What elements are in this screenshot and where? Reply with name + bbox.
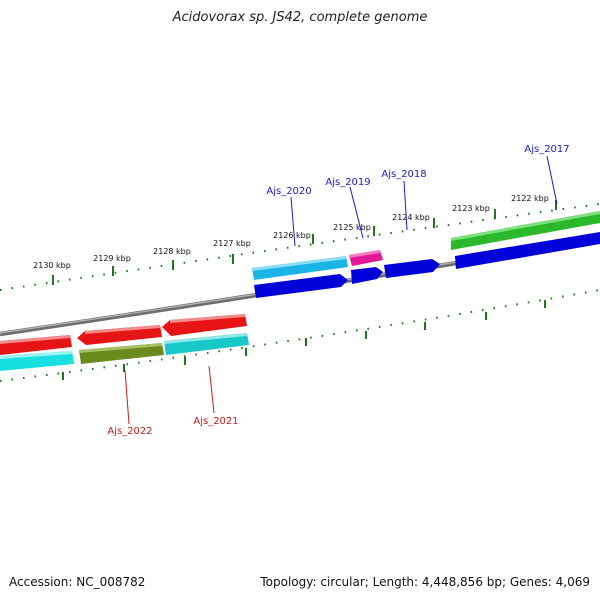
gene-feature[interactable] (164, 333, 249, 355)
map-title: Acidovorax sp. JS42, complete genome (172, 10, 428, 25)
tick-label: 2125 kbp (333, 223, 371, 232)
gene-feature[interactable] (384, 259, 440, 278)
inner-major-ticks (62, 300, 546, 380)
reverse-cds-arrows (0, 314, 247, 355)
gene-feature (349, 250, 380, 258)
gene-feature[interactable] (351, 267, 383, 284)
gene-feature (451, 211, 600, 241)
reverse-cds-features (0, 333, 249, 371)
accession-text: Accession: NC_008782 (9, 575, 146, 589)
gene-labels: Ajs_2017 Ajs_2018 Ajs_2019 Ajs_2020 Ajs_… (107, 144, 569, 437)
forward-cds-features (252, 211, 600, 280)
gene-feature (85, 325, 160, 334)
gene-label-ajs-2019[interactable]: Ajs_2019 (325, 177, 370, 188)
tick-label: 2123 kbp (452, 204, 490, 213)
tick-labels: 2122 kbp 2123 kbp 2124 kbp 2125 kbp 2126… (33, 194, 549, 270)
tick-label: 2124 kbp (392, 213, 430, 222)
tick-label: 2130 kbp (33, 261, 71, 270)
outer-major-ticks (52, 200, 557, 285)
gene-label-ajs-2017[interactable]: Ajs_2017 (524, 144, 569, 155)
gene-feature (79, 343, 162, 353)
gene-feature (170, 314, 245, 323)
tick-label: 2127 kbp (213, 239, 251, 248)
tick-label: 2129 kbp (93, 254, 131, 263)
inner-tick-ring (0, 289, 600, 382)
gene-feature (0, 351, 72, 359)
forward-cds-arrows (254, 232, 600, 298)
gene-feature (0, 335, 70, 344)
gene-feature[interactable] (455, 232, 600, 269)
tick-label: 2126 kbp (273, 231, 311, 240)
tick-label: 2128 kbp (153, 247, 191, 256)
gene-feature[interactable] (252, 256, 348, 280)
gene-label-ajs-2018[interactable]: Ajs_2018 (381, 169, 426, 180)
gene-label-ajs-2022[interactable]: Ajs_2022 (107, 426, 152, 437)
gene-feature[interactable] (254, 274, 348, 298)
tick-label: 2122 kbp (511, 194, 549, 203)
gene-label-leaders (124, 155, 558, 425)
gene-label-ajs-2020[interactable]: Ajs_2020 (266, 186, 311, 197)
genome-info-text: Topology: circular; Length: 4,448,856 bp… (260, 575, 590, 589)
gene-feature (252, 256, 346, 271)
gene-label-ajs-2021[interactable]: Ajs_2021 (193, 416, 238, 427)
gene-feature (164, 333, 247, 344)
